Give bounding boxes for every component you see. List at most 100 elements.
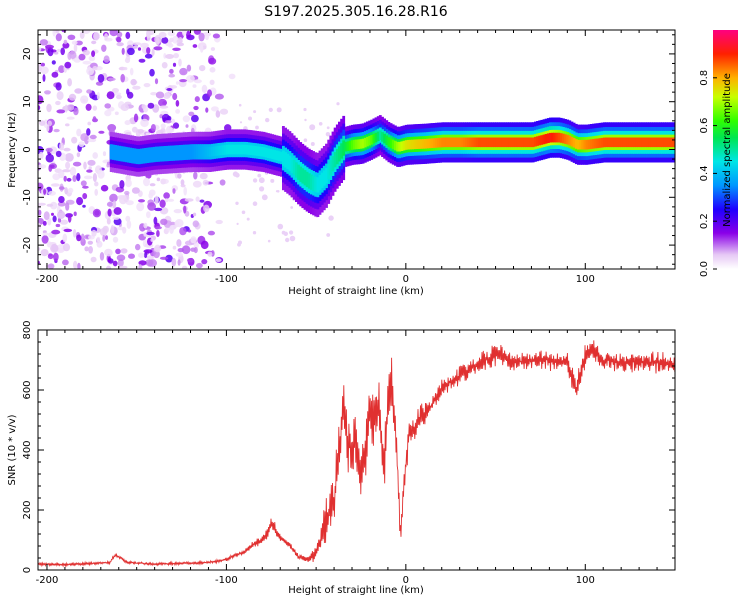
ridge-segment bbox=[269, 148, 272, 159]
ridge-segment bbox=[540, 135, 544, 145]
noise-blob bbox=[155, 91, 165, 99]
noise-blob bbox=[161, 61, 168, 69]
noise-blob bbox=[82, 60, 92, 65]
ridge-segment bbox=[148, 150, 152, 160]
noise-blob bbox=[116, 94, 122, 100]
ridge-segment bbox=[355, 139, 358, 150]
ridge-segment bbox=[643, 137, 647, 148]
noise-blob bbox=[167, 198, 175, 202]
ridge-segment bbox=[381, 132, 384, 142]
noise-blob bbox=[92, 66, 98, 71]
ridge-segment bbox=[292, 160, 296, 176]
ridge-segment bbox=[609, 137, 613, 148]
noise-blob bbox=[80, 133, 89, 142]
ridge-segment bbox=[409, 139, 412, 150]
ridge-segment bbox=[374, 132, 378, 143]
noise-blob bbox=[170, 118, 176, 124]
ridge-segment bbox=[155, 149, 158, 160]
noise-blob bbox=[169, 68, 174, 74]
ridge-segment bbox=[366, 136, 369, 147]
noise-blob bbox=[211, 106, 219, 112]
noise-blob bbox=[165, 54, 175, 59]
heatmap-plot-area bbox=[38, 30, 675, 269]
noise-blob bbox=[173, 209, 182, 214]
noise-blob bbox=[73, 107, 79, 116]
ridge-segment bbox=[579, 139, 582, 150]
ridge-segment bbox=[445, 137, 449, 148]
noise-blob bbox=[246, 217, 250, 221]
noise-blob bbox=[66, 177, 72, 182]
ridge-segment bbox=[157, 149, 160, 159]
noise-blob bbox=[148, 259, 158, 267]
ridge-segment bbox=[654, 137, 658, 148]
noise-blob bbox=[146, 211, 151, 219]
ridge-segment bbox=[185, 147, 188, 158]
ridge-segment bbox=[232, 144, 236, 155]
ridge-segment bbox=[342, 140, 346, 156]
x-tick-label: -200 bbox=[36, 575, 59, 586]
ridge-segment bbox=[230, 144, 234, 155]
noise-blob bbox=[255, 125, 259, 130]
y-tick-label: 400 bbox=[22, 440, 33, 459]
noise-blob bbox=[138, 264, 143, 269]
noise-blob bbox=[58, 170, 65, 179]
noise-blob bbox=[156, 177, 161, 182]
snr-x-axis-label: Height of straight line (km) bbox=[288, 585, 424, 596]
ridge-segment bbox=[594, 138, 598, 149]
noise-blob bbox=[62, 259, 69, 266]
ridge-segment bbox=[228, 144, 231, 155]
ridge-segment bbox=[607, 137, 610, 148]
noise-blob bbox=[121, 47, 125, 55]
ridge-segment bbox=[652, 137, 656, 148]
noise-blob bbox=[51, 60, 56, 65]
noise-blob bbox=[160, 123, 166, 129]
noise-blob bbox=[182, 115, 191, 123]
ridge-segment bbox=[152, 149, 156, 160]
noise-blob bbox=[181, 265, 188, 269]
noise-blob bbox=[60, 47, 65, 56]
ridge-segment bbox=[447, 137, 451, 148]
ridge-segment bbox=[279, 151, 283, 162]
ridge-segment bbox=[499, 137, 503, 148]
noise-blob bbox=[167, 43, 174, 48]
ridge-segment bbox=[264, 147, 268, 158]
ridge-segment bbox=[441, 137, 445, 148]
ridge-segment bbox=[372, 133, 376, 144]
noise-blob bbox=[303, 107, 307, 112]
ridge-segment bbox=[213, 146, 216, 157]
noise-blob bbox=[199, 172, 208, 180]
ridge-segment bbox=[551, 132, 554, 143]
ridge-segment bbox=[260, 146, 264, 157]
noise-blob bbox=[58, 65, 65, 73]
noise-blob bbox=[91, 50, 96, 57]
ridge-segment bbox=[531, 137, 535, 148]
ridge-segment bbox=[645, 137, 649, 148]
noise-blob bbox=[67, 187, 74, 194]
noise-blob bbox=[175, 100, 180, 107]
ridge-segment bbox=[611, 137, 615, 148]
noise-blob bbox=[140, 42, 149, 49]
ridge-segment bbox=[454, 137, 458, 148]
noise-blob bbox=[88, 55, 96, 62]
ridge-segment bbox=[198, 147, 201, 157]
noise-blob bbox=[179, 79, 188, 83]
ridge-segment bbox=[137, 151, 141, 162]
noise-blob bbox=[144, 252, 148, 259]
noise-blob bbox=[184, 198, 194, 202]
ridge-segment bbox=[490, 137, 494, 148]
ridge-segment bbox=[430, 138, 434, 148]
ridge-segment bbox=[284, 152, 287, 168]
noise-blob bbox=[77, 262, 81, 269]
y-tick-label: 200 bbox=[22, 500, 33, 519]
noise-blob bbox=[179, 227, 187, 236]
noise-blob bbox=[181, 245, 191, 255]
noise-blob bbox=[38, 202, 41, 210]
ridge-segment bbox=[422, 139, 425, 149]
noise-blob bbox=[46, 241, 52, 248]
ridge-segment bbox=[191, 147, 195, 157]
noise-blob bbox=[78, 53, 86, 61]
noise-blob bbox=[96, 240, 103, 248]
noise-blob bbox=[56, 244, 66, 254]
ridge-segment bbox=[282, 150, 285, 166]
noise-blob bbox=[82, 193, 88, 200]
